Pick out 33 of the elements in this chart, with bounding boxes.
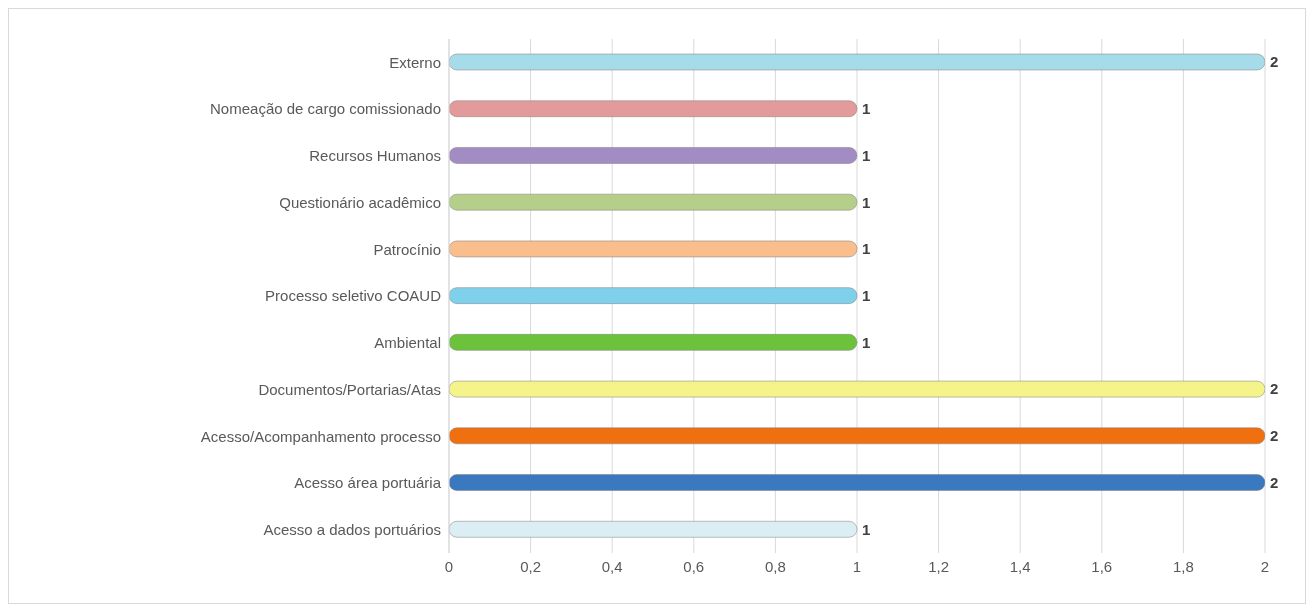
data-label: 1 (862, 240, 871, 258)
y-tick-label: Documentos/Portarias/Atas (258, 380, 441, 398)
x-tick-label: 0,4 (601, 557, 623, 575)
y-tick-label: Recursos Humanos (309, 147, 441, 165)
data-label: 1 (862, 286, 871, 304)
data-label: 1 (862, 146, 871, 164)
y-tick-label: Acesso a dados portuários (263, 520, 441, 538)
x-tick-label: 2 (1260, 557, 1270, 575)
data-label: 1 (862, 193, 871, 211)
x-tick-label: 1,4 (1009, 557, 1031, 575)
y-tick-label: Processo seletivo COAUD (265, 287, 442, 305)
x-tick-label: 0,6 (683, 557, 705, 575)
y-tick-label: Acesso área portuária (294, 474, 442, 492)
y-tick-label: Patrocínio (373, 240, 441, 258)
y-tick-label: Externo (389, 53, 441, 71)
x-tick-label: 0,8 (764, 557, 786, 575)
data-label: 1 (862, 333, 871, 351)
data-label: 1 (862, 100, 871, 118)
data-label: 2 (1270, 53, 1279, 71)
y-tick-label: Ambiental (374, 334, 441, 352)
y-tick-label: Acesso/Acompanhamento processo (200, 427, 441, 445)
x-tick-label: 1,6 (1091, 557, 1113, 575)
y-tick-label: Nomeação de cargo comissionado (210, 100, 441, 118)
y-tick-label: Questionário acadêmico (279, 193, 441, 211)
data-label: 2 (1270, 427, 1279, 445)
x-tick-label: 1,8 (1172, 557, 1194, 575)
x-tick-label: 1,2 (928, 557, 950, 575)
data-label: 2 (1270, 473, 1279, 491)
x-tick-label: 0 (444, 557, 454, 575)
x-tick-label: 1 (852, 557, 862, 575)
data-label: 1 (862, 520, 871, 538)
data-label: 2 (1270, 380, 1279, 398)
x-tick-label: 0,2 (520, 557, 542, 575)
